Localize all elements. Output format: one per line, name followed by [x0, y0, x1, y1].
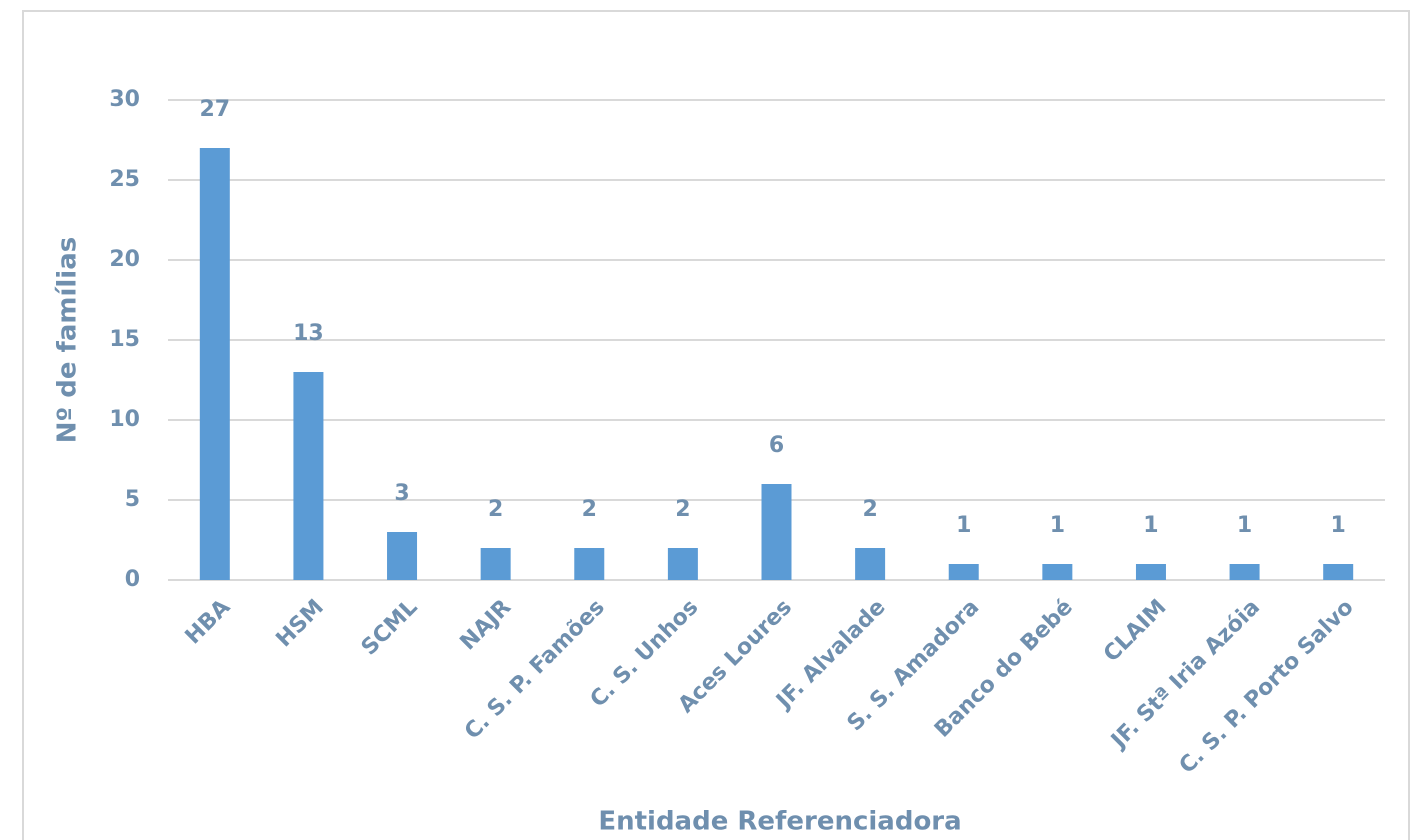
data-label: 3: [394, 481, 409, 506]
data-label: 2: [862, 497, 877, 522]
data-label: 1: [1237, 513, 1252, 538]
data-label: 2: [675, 497, 690, 522]
y-axis-title: Nº de famílias: [53, 237, 83, 443]
x-tick-label: NAJR: [456, 595, 517, 656]
bar: [1042, 564, 1073, 580]
bar: [293, 372, 324, 580]
bar: [199, 148, 230, 580]
y-tick-label: 15: [109, 327, 140, 352]
x-tick-label: CLAIM: [1099, 595, 1171, 667]
data-label: 1: [1143, 513, 1158, 538]
bar: [1135, 564, 1166, 580]
data-label: 27: [199, 97, 230, 122]
y-tick-label: 20: [109, 247, 140, 272]
data-label: 6: [769, 433, 784, 458]
y-tick-label: 10: [109, 407, 140, 432]
y-tick-label: 0: [125, 567, 140, 592]
y-tick-label: 25: [109, 167, 140, 192]
bar: [387, 532, 418, 580]
x-tick-label: HBA: [181, 595, 236, 650]
data-label: 1: [956, 513, 971, 538]
x-axis-title: Entidade Referenciadora: [598, 807, 961, 837]
x-tick-label: SCML: [357, 595, 423, 661]
bar: [948, 564, 979, 580]
data-label: 2: [582, 497, 597, 522]
x-tick-label: C. S. P. Porto Salvo: [1175, 595, 1359, 779]
y-tick-label: 5: [125, 487, 140, 512]
chart-frame: [22, 10, 1410, 840]
y-tick-label: 30: [109, 87, 140, 112]
x-tick-label: HSM: [272, 595, 329, 652]
bar: [667, 548, 698, 580]
bar: [480, 548, 511, 580]
bar: [761, 484, 792, 580]
bar: [1229, 564, 1260, 580]
data-label: 1: [1050, 513, 1065, 538]
bar: [1323, 564, 1354, 580]
bar: [855, 548, 886, 580]
data-label: 13: [293, 321, 324, 346]
data-label: 2: [488, 497, 503, 522]
data-label: 1: [1331, 513, 1346, 538]
bar: [574, 548, 605, 580]
